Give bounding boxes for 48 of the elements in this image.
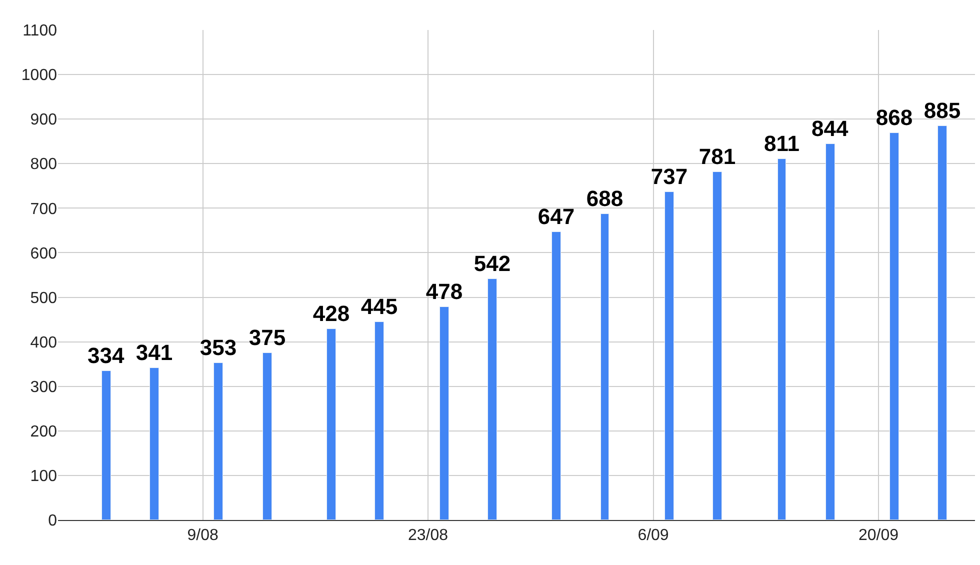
bar [712, 172, 722, 520]
y-tick-label: 800 [30, 156, 58, 174]
bar [890, 132, 899, 520]
bar [664, 192, 674, 520]
bar [826, 144, 835, 520]
data-label: 844 [812, 116, 849, 141]
data-label: 688 [586, 186, 624, 211]
y-tick-label: 100 [30, 468, 58, 486]
x-tick-label: 6/09 [638, 527, 669, 544]
bar [552, 232, 561, 520]
data-label: 478 [426, 278, 463, 304]
bar [374, 322, 384, 520]
data-label: 428 [312, 300, 350, 326]
bar [600, 214, 609, 520]
x-tick-label: 20/09 [858, 527, 899, 544]
y-tick-label: 700 [30, 200, 58, 218]
data-label: 445 [360, 294, 398, 319]
bar [440, 306, 449, 520]
data-label: 885 [924, 98, 961, 123]
data-label: 781 [698, 144, 736, 169]
data-label: 375 [248, 324, 286, 350]
bar [214, 362, 223, 520]
data-label: 353 [200, 334, 237, 360]
y-tick-label: 1100 [22, 22, 58, 40]
y-tick-label: 400 [30, 334, 58, 352]
bar [938, 126, 947, 520]
data-label: 737 [650, 164, 688, 189]
data-label: 811 [764, 130, 800, 156]
data-label: 334 [88, 342, 125, 368]
bar [326, 328, 336, 520]
x-tick-label: 23/08 [408, 527, 448, 544]
bar [488, 278, 497, 520]
bar [150, 368, 159, 520]
data-label: 542 [474, 250, 511, 276]
y-tick-label: 0 [48, 512, 58, 530]
y-tick-label: 600 [30, 245, 58, 262]
y-tick-label: 200 [30, 424, 58, 441]
x-tick-label: 9/08 [187, 527, 218, 544]
data-label: 647 [538, 204, 575, 229]
bar [778, 158, 786, 520]
data-label: 341 [136, 340, 173, 365]
y-tick-label: 300 [30, 378, 58, 396]
data-label: 868 [876, 104, 913, 130]
y-tick-label: 500 [30, 290, 58, 307]
bar [102, 370, 111, 520]
y-tick-label: 1000 [21, 67, 58, 84]
bar [262, 352, 272, 520]
y-tick-label: 900 [30, 112, 58, 129]
